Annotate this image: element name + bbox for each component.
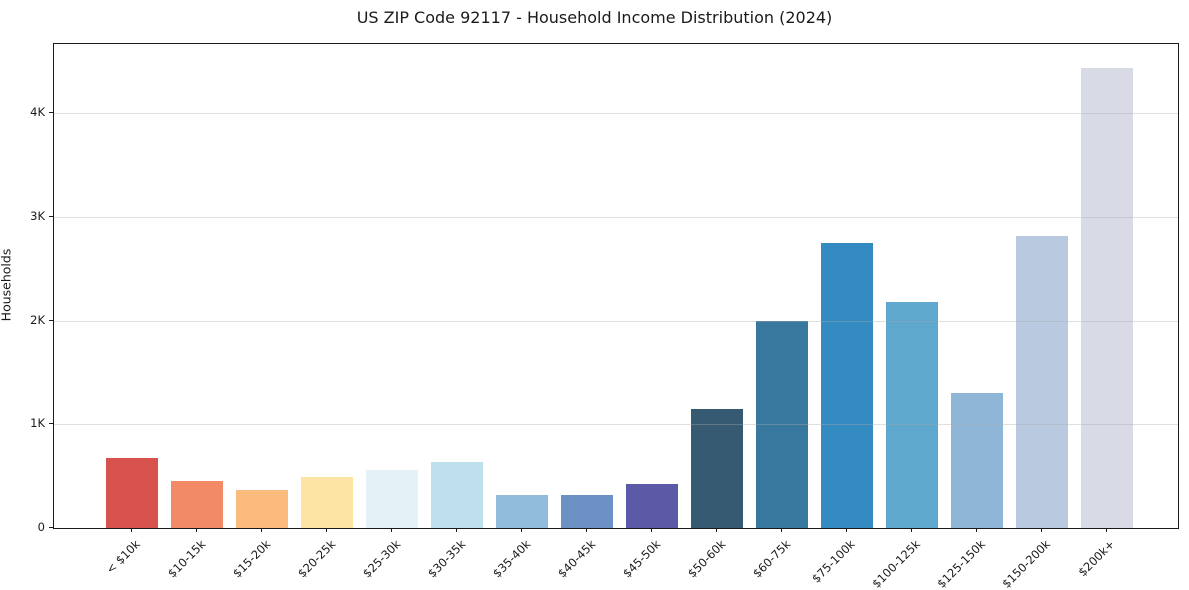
x-tick-label: $25-30k bbox=[359, 537, 403, 581]
x-tick-mark bbox=[261, 528, 262, 532]
bar--75-100k bbox=[821, 243, 873, 528]
gridline-3K bbox=[54, 217, 1178, 219]
bar--50-60k bbox=[691, 408, 743, 528]
bar--25-30k bbox=[366, 469, 418, 528]
x-tick-label: $40-45k bbox=[554, 537, 598, 581]
bar--10-15k bbox=[171, 481, 223, 528]
y-tick-mark bbox=[49, 216, 53, 218]
y-axis-label: Households bbox=[0, 248, 14, 322]
x-tick-mark bbox=[586, 528, 587, 532]
x-tick-mark bbox=[716, 528, 717, 532]
x-tick-mark bbox=[196, 528, 197, 532]
bar--40-45k bbox=[561, 494, 613, 528]
x-tick-mark bbox=[326, 528, 327, 532]
bar--10k bbox=[106, 457, 158, 528]
x-tick-mark bbox=[976, 528, 977, 532]
x-tick-mark bbox=[456, 528, 457, 532]
x-tick-label: < $10k bbox=[103, 537, 143, 577]
x-tick-mark bbox=[1106, 528, 1107, 532]
y-tick-mark bbox=[49, 423, 53, 425]
y-tick-label: 3K bbox=[30, 209, 45, 224]
bar--35-40k bbox=[496, 495, 548, 528]
x-tick-label: $150-200k bbox=[999, 537, 1053, 590]
x-tick-label: $125-150k bbox=[934, 537, 988, 590]
y-tick-label: 4K bbox=[30, 105, 45, 120]
x-tick-label: $30-35k bbox=[424, 537, 468, 581]
gridline-4K bbox=[54, 113, 1178, 115]
y-tick-mark bbox=[49, 319, 53, 321]
gridline-2K bbox=[54, 320, 1178, 322]
x-tick-label: $10-15k bbox=[164, 537, 208, 581]
bar--45-50k bbox=[626, 484, 678, 528]
bar--20-25k bbox=[301, 477, 353, 528]
x-tick-mark bbox=[521, 528, 522, 532]
x-tick-label: $50-60k bbox=[684, 537, 728, 581]
x-tick-label: $60-75k bbox=[749, 537, 793, 581]
y-tick-label: 1K bbox=[30, 416, 45, 431]
chart-title: US ZIP Code 92117 - Household Income Dis… bbox=[356, 8, 833, 27]
x-tick-mark bbox=[846, 528, 847, 532]
x-tick-mark bbox=[911, 528, 912, 532]
x-tick-mark bbox=[781, 528, 782, 532]
bar--60-75k bbox=[756, 320, 808, 528]
bar--30-35k bbox=[431, 461, 483, 528]
x-tick-label: $100-125k bbox=[869, 537, 923, 590]
bar--150-200k bbox=[1016, 235, 1068, 528]
y-tick-label: 0 bbox=[37, 520, 45, 534]
x-tick-label: $45-50k bbox=[619, 537, 663, 581]
bar--125-150k bbox=[951, 393, 1003, 528]
x-tick-label: $20-25k bbox=[294, 537, 338, 581]
y-tick-mark bbox=[49, 112, 53, 114]
x-tick-mark bbox=[131, 528, 132, 532]
x-tick-mark bbox=[1041, 528, 1042, 532]
bar--100-125k bbox=[886, 302, 938, 528]
x-tick-label: $200k+ bbox=[1075, 537, 1118, 580]
y-tick-label: 2K bbox=[30, 312, 45, 327]
bar--200k+ bbox=[1081, 67, 1133, 528]
x-tick-label: $35-40k bbox=[489, 537, 533, 581]
gridline-1K bbox=[54, 424, 1178, 426]
x-tick-mark bbox=[391, 528, 392, 532]
x-tick-mark bbox=[651, 528, 652, 532]
y-tick-mark bbox=[49, 527, 53, 528]
x-tick-label: $75-100k bbox=[809, 537, 858, 586]
x-tick-label: $15-20k bbox=[229, 537, 273, 581]
bar--15-20k bbox=[236, 489, 288, 528]
plot-area bbox=[53, 43, 1179, 529]
